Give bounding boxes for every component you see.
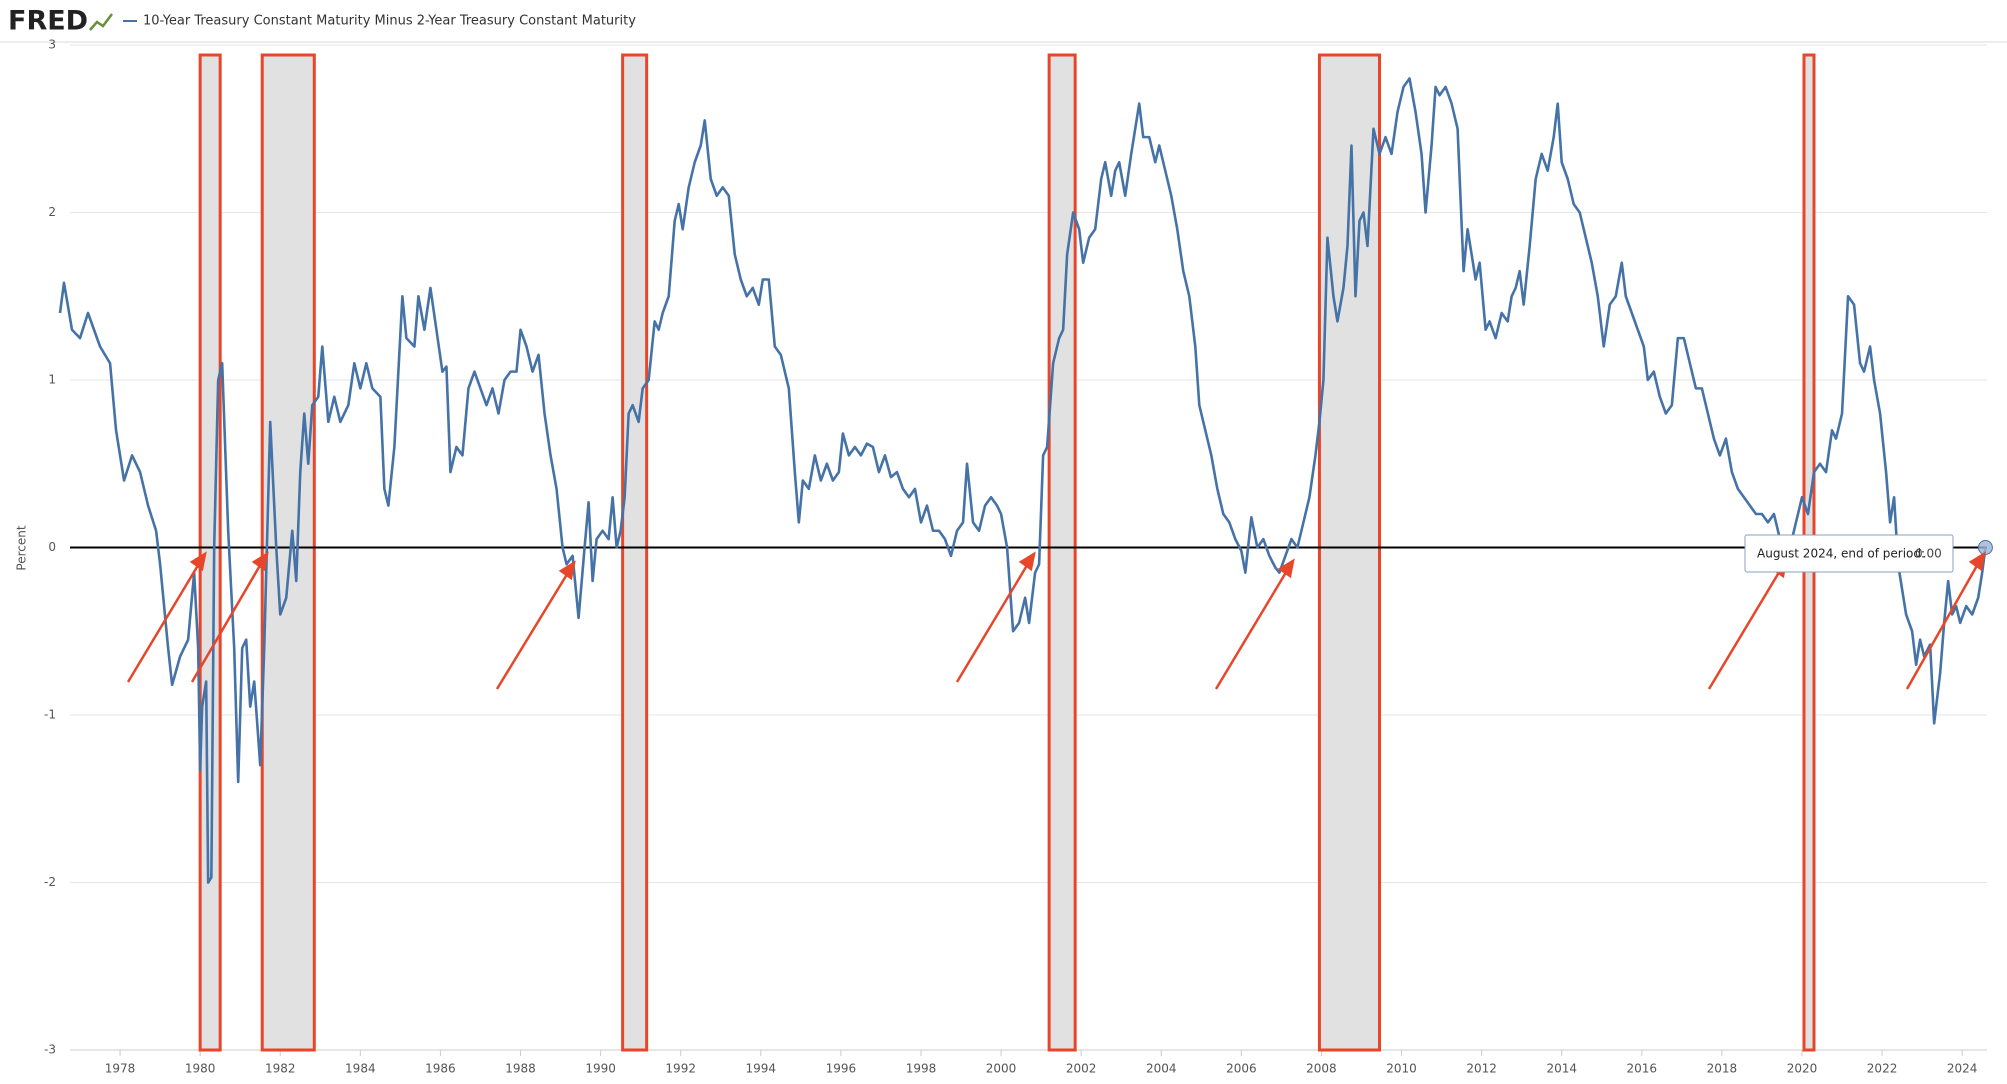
- recession-highlight: [1047, 53, 1077, 1052]
- legend-label: 10-Year Treasury Constant Maturity Minus…: [143, 14, 636, 29]
- x-tick-label: 2010: [1386, 1062, 1417, 1076]
- x-tick-label: 2012: [1466, 1062, 1497, 1076]
- x-tick-label: 1978: [105, 1062, 136, 1076]
- hover-marker: [1977, 540, 1993, 555]
- y-tick-label: 3: [48, 38, 56, 52]
- x-tick-label: 1984: [345, 1062, 376, 1076]
- plot-area: -3 -2 -1 0 1 2 3 1978 1980 1982 1984 1986 1988 1990 19…: [44, 38, 1993, 1076]
- data-line: [58, 77, 1987, 884]
- tooltip-box: [1744, 534, 1954, 573]
- x-tick-label: 2004: [1146, 1062, 1177, 1076]
- recession-highlight: [1317, 53, 1382, 1052]
- logo: FRED: [8, 6, 88, 37]
- recession-band: [622, 55, 647, 1050]
- x-tick-label: 1980: [185, 1062, 216, 1076]
- y-tick-label: 0: [48, 540, 56, 554]
- y-axis-label: Percent: [15, 525, 29, 570]
- y-tick-label: 2: [48, 205, 56, 219]
- recession-highlight: [260, 53, 316, 1052]
- recession-band: [1049, 55, 1076, 1050]
- y-tick-label: -3: [44, 1043, 56, 1057]
- y-tick-label: -2: [44, 875, 56, 889]
- y-tick-label: -1: [44, 708, 56, 722]
- x-tick-label: 2002: [1066, 1062, 1097, 1076]
- recession-highlight: [198, 53, 222, 1052]
- recession-band: [200, 55, 221, 1050]
- x-tick-label: 2006: [1226, 1062, 1257, 1076]
- x-tick-label: 1982: [265, 1062, 296, 1076]
- x-tick-label: 2000: [986, 1062, 1017, 1076]
- recession-band: [262, 55, 315, 1050]
- tooltip-label: August 2024, end of period:: [1757, 547, 1925, 561]
- tooltip-value: 0.00: [1915, 547, 1942, 561]
- x-tick-label: 2018: [1707, 1062, 1738, 1076]
- y-tick-label: 1: [48, 373, 56, 387]
- x-tick-label: 1996: [826, 1062, 857, 1076]
- logo-icon: [89, 13, 113, 31]
- x-tick-label: 2022: [1867, 1062, 1898, 1076]
- x-tick-label: 1990: [585, 1062, 616, 1076]
- x-tick-label: 1998: [906, 1062, 937, 1076]
- x-tick-label: 1988: [505, 1062, 536, 1076]
- x-tick-label: 1986: [425, 1062, 456, 1076]
- x-tick-label: 2024: [1947, 1062, 1978, 1076]
- x-tick-label: 2014: [1546, 1062, 1577, 1076]
- tooltip: August 2024, end of period: 0.00: [1744, 534, 1954, 573]
- x-tick-label: 2020: [1787, 1062, 1818, 1076]
- x-tick-label: 2016: [1627, 1062, 1658, 1076]
- x-tick-label: 1994: [746, 1062, 777, 1076]
- recession-highlight: [621, 53, 649, 1052]
- x-tick-label: 1992: [665, 1062, 696, 1076]
- x-tick-label: 2008: [1306, 1062, 1337, 1076]
